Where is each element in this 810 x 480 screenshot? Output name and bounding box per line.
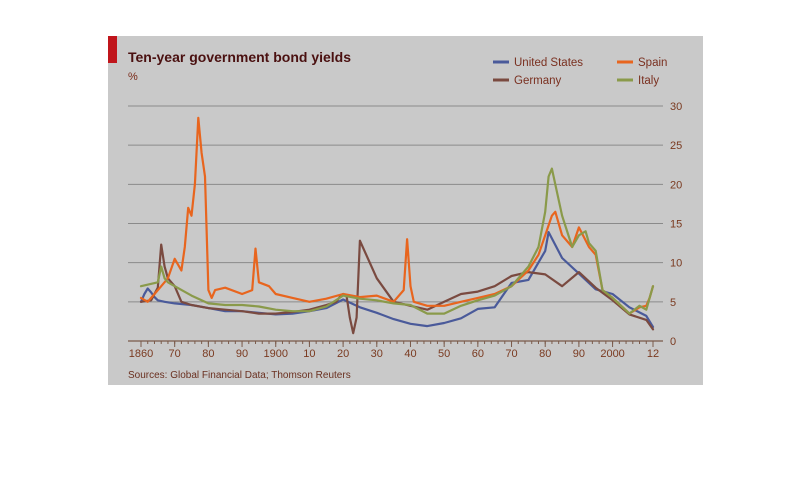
- chart-title: Ten-year government bond yields: [128, 49, 351, 65]
- legend-label: Germany: [514, 75, 562, 87]
- x-tick-label: 70: [169, 348, 181, 360]
- x-axis: 1860 70 80 90 1900 10 20 30 40 50 60 70 80 90 2000 12: [128, 340, 663, 360]
- x-tick-label: 2000: [600, 348, 624, 360]
- x-tick-label: 10: [303, 348, 315, 360]
- series-line-united-states: [139, 231, 655, 328]
- y-axis-ticks: 0 5 10 15 20 25 30: [670, 101, 682, 348]
- x-tick-label: 12: [647, 348, 659, 360]
- y-tick-label: 30: [670, 101, 682, 113]
- x-tick-label: 80: [202, 348, 214, 360]
- series-line-germany: [139, 239, 655, 335]
- x-tick-label: 80: [539, 348, 551, 360]
- y-tick-label: 0: [670, 336, 676, 348]
- x-tick-label: 30: [371, 348, 383, 360]
- x-tick-label: 90: [236, 348, 248, 360]
- source-note: Sources: Global Financial Data; Thomson …: [128, 370, 351, 381]
- x-tick-label: 70: [505, 348, 517, 360]
- y-tick-label: 5: [670, 297, 676, 309]
- gridlines: [128, 105, 663, 303]
- accent-bar: [108, 36, 117, 63]
- x-tick-label: 1900: [263, 348, 287, 360]
- x-tick-label: 40: [404, 348, 416, 360]
- series-lines: [139, 116, 655, 335]
- x-tick-label: 20: [337, 348, 349, 360]
- series-line-spain: [139, 116, 655, 315]
- legend: United States Germany Spain Italy: [493, 57, 667, 87]
- series-line-italy: [139, 167, 655, 315]
- chart-background: [108, 36, 703, 385]
- x-tick-label: 1860: [129, 348, 153, 360]
- x-tick-label: 60: [472, 348, 484, 360]
- x-tick-label: 90: [573, 348, 585, 360]
- legend-label: United States: [514, 57, 583, 69]
- unit-label: %: [128, 71, 138, 83]
- y-tick-label: 15: [670, 219, 682, 231]
- y-tick-label: 10: [670, 258, 682, 270]
- x-tick-label: 50: [438, 348, 450, 360]
- y-tick-label: 20: [670, 179, 682, 191]
- legend-label: Italy: [638, 75, 659, 87]
- legend-label: Spain: [638, 57, 667, 69]
- y-tick-label: 25: [670, 140, 682, 152]
